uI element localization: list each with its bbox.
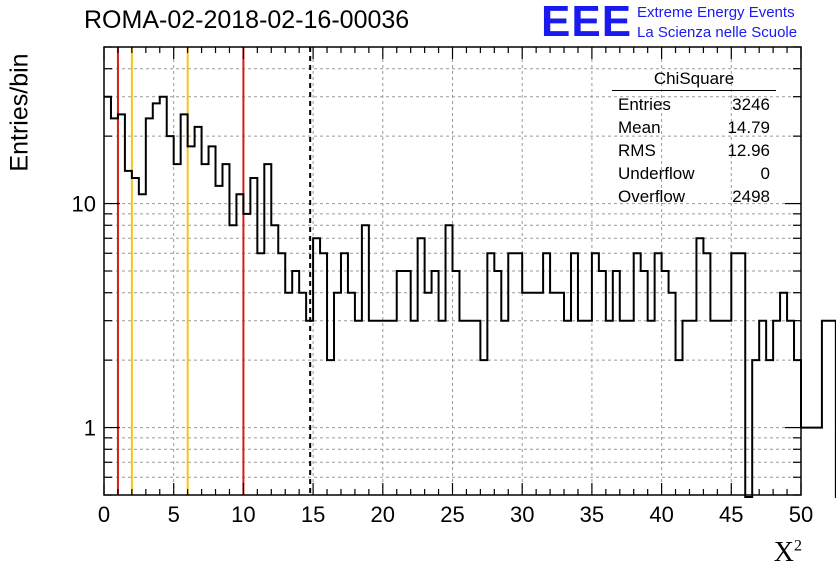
x-tick-label: 15 xyxy=(301,502,325,527)
eee-logo: EEE xyxy=(541,0,633,46)
stats-value: 12.96 xyxy=(727,141,770,160)
x-tick-label: 5 xyxy=(168,502,180,527)
stats-value: 14.79 xyxy=(727,118,770,137)
axis-ticks xyxy=(103,46,802,496)
x-axis-label-sup: 2 xyxy=(794,537,802,555)
x-tick-label: 10 xyxy=(231,502,255,527)
stats-value: 0 xyxy=(760,164,770,183)
stats-row-mean: Mean 14.79 xyxy=(612,116,776,139)
grid-lines xyxy=(104,47,801,495)
logo-line-2: La Scienza nelle Scuole xyxy=(637,24,798,41)
x-tick-label: 35 xyxy=(580,502,604,527)
x-tick-label: 20 xyxy=(371,502,395,527)
x-tick-label: 45 xyxy=(719,502,743,527)
stats-label: Overflow xyxy=(618,187,686,206)
reference-lines xyxy=(116,47,312,495)
stats-box: ChiSquare Entries 3246 Mean 14.79 RMS 12.96… xyxy=(612,68,776,208)
stats-label: Entries xyxy=(618,95,671,114)
x-axis-label-base: X xyxy=(773,537,794,568)
logo-line-1: Extreme Energy Events xyxy=(637,4,795,21)
stats-row-underflow: Underflow 0 xyxy=(612,162,776,185)
x-tick-label: 25 xyxy=(440,502,464,527)
stats-title: ChiSquare xyxy=(612,68,776,91)
x-tick-label: 0 xyxy=(98,502,110,527)
stats-row-overflow: Overflow 2498 xyxy=(612,185,776,208)
chart-title: ROMA-02-2018-02-16-00036 xyxy=(84,6,410,34)
stats-label: RMS xyxy=(618,141,656,160)
x-tick-label: 30 xyxy=(510,502,534,527)
y-tick-label: 1 xyxy=(84,416,96,441)
x-tick-label: 40 xyxy=(649,502,673,527)
stats-row-rms: RMS 12.96 xyxy=(612,139,776,162)
stats-label: Underflow xyxy=(618,164,695,183)
stats-label: Mean xyxy=(618,118,661,137)
y-tick-label: 10 xyxy=(72,192,96,217)
tick-labels: 0 5 10 15 20 25 30 35 40 45 50 1 10 xyxy=(72,192,814,527)
stats-row-entries: Entries 3246 xyxy=(612,93,776,116)
y-axis-label: Entries/bin xyxy=(5,53,34,172)
histogram-line xyxy=(104,95,836,498)
stats-value: 2498 xyxy=(732,187,770,206)
stats-value: 3246 xyxy=(732,95,770,114)
x-axis-label: X2 xyxy=(774,537,802,569)
x-tick-label: 50 xyxy=(789,502,813,527)
